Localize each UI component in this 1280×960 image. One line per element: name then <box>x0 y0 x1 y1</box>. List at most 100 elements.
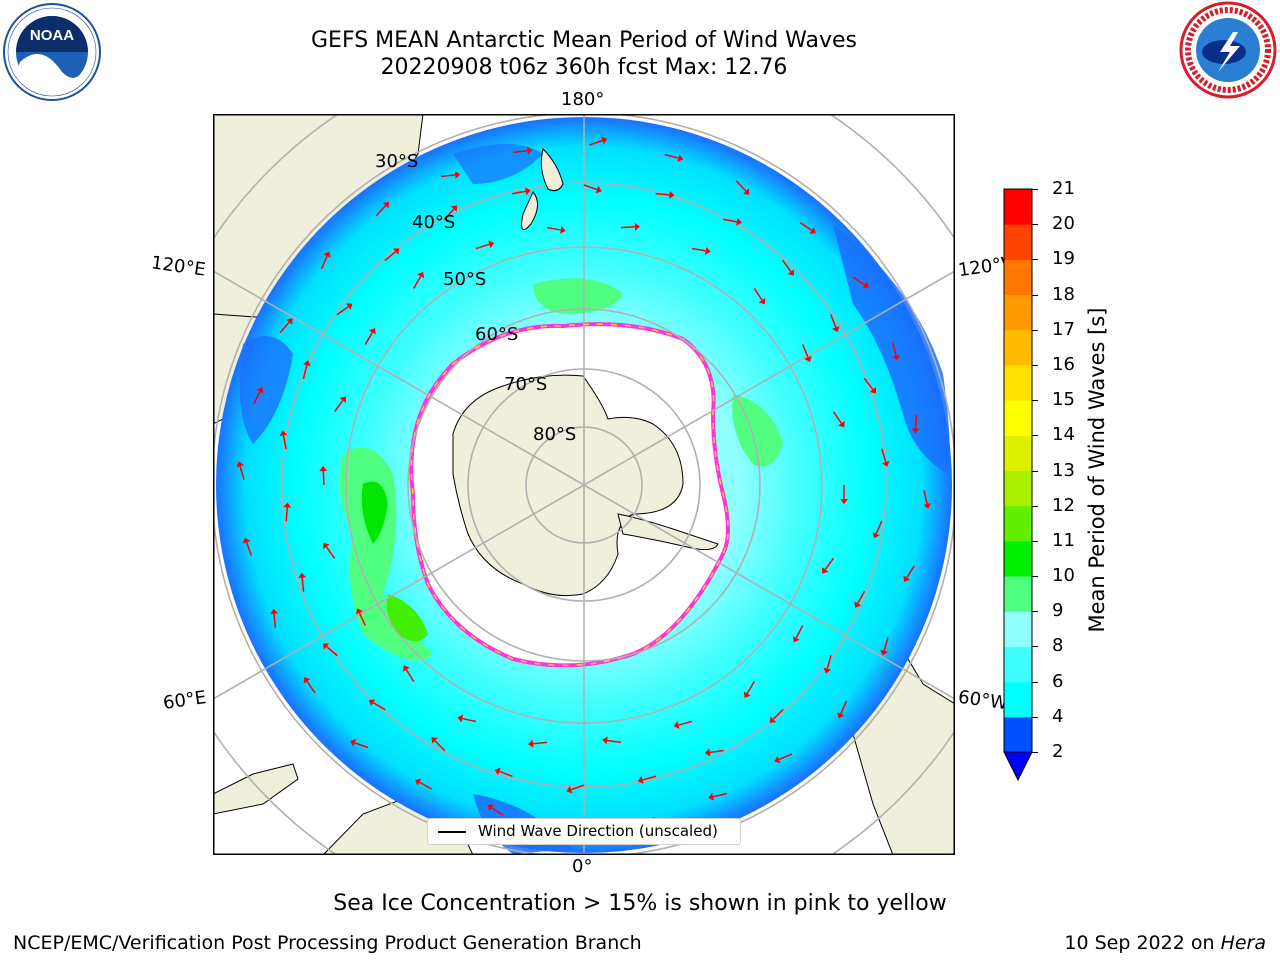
wind-wave-arrow-head <box>903 575 911 582</box>
colorbar-segment <box>1004 576 1032 612</box>
colorbar-tick-label: 18 <box>1052 283 1075 305</box>
wind-wave-arrow <box>325 546 336 559</box>
colorbar-tick-label: 20 <box>1052 213 1075 235</box>
wind-wave-arrow-head <box>854 601 862 608</box>
colorbar-segment <box>1004 470 1032 507</box>
wind-wave-arrow <box>824 557 835 570</box>
colorbar-segment <box>1004 611 1032 647</box>
wind-wave-arrow <box>320 255 328 270</box>
wind-wave-arrow-head <box>832 325 840 333</box>
wind-wave-arrow-head <box>393 248 400 255</box>
wind-wave-arrow-head <box>823 667 832 674</box>
wind-wave-arrow <box>723 218 738 223</box>
wind-wave-arrow <box>513 149 528 154</box>
wind-wave-arrow-head <box>525 187 531 196</box>
lon-label-0: 0° <box>572 856 593 877</box>
wind-wave-arrow-head <box>637 776 644 784</box>
wind-wave-arrow <box>772 708 784 720</box>
wind-wave-arrow-head <box>911 428 920 434</box>
noaa-logo: NOAA <box>2 2 102 102</box>
wind-wave-arrow-head <box>345 303 353 310</box>
wind-wave-arrow <box>863 377 874 390</box>
lat-label-50s: 50°S <box>443 269 487 290</box>
colorbar-segment <box>1004 329 1032 366</box>
colorbar-segment <box>1004 681 1032 718</box>
wind-wave-arrow-head <box>804 355 812 363</box>
wind-wave-arrow <box>302 365 308 380</box>
wind-wave-arrow <box>906 565 915 579</box>
wind-wave-arrow-head <box>339 396 347 403</box>
wind-wave-arrow-head <box>566 785 573 794</box>
wind-wave-arrow-head <box>528 739 534 748</box>
wind-wave-arrow <box>620 226 636 229</box>
map-panel <box>213 114 955 855</box>
mid-period-patch-north <box>533 278 623 314</box>
footer-date-text: 10 Sep 2022 on <box>1064 932 1215 954</box>
wind-wave-arrow <box>384 251 397 262</box>
colorbar-segment <box>1004 505 1032 542</box>
colorbar-tick-label: 19 <box>1052 248 1075 270</box>
wind-wave-arrow-head <box>743 188 750 195</box>
wind-wave-arrow-head <box>349 739 357 747</box>
wind-wave-arrow-head <box>809 227 816 234</box>
wind-wave-arrow <box>443 208 455 220</box>
colorbar-tick-label: 2 <box>1052 741 1064 762</box>
graticule <box>213 114 955 855</box>
wind-wave-arrow-head <box>488 240 495 249</box>
wind-wave-arrow <box>354 742 369 749</box>
wind-wave-arrow <box>832 411 843 424</box>
wind-wave-arrow <box>891 342 897 356</box>
wind-wave-arrow-head <box>242 537 251 544</box>
wind-wave-arrow <box>802 344 809 358</box>
colorbar-segment <box>1004 400 1032 436</box>
wind-wave-arrow-head <box>595 185 602 194</box>
sea-ice-note: Sea Ice Concentration > 15% is shown in … <box>333 891 947 916</box>
wind-wave-arrow <box>279 321 290 334</box>
colorbar-tick-mark <box>1032 224 1038 226</box>
land-new-zealand <box>521 148 564 231</box>
footer-credit: NCEP/EMC/Verification Post Processing Pr… <box>13 932 642 954</box>
colorbar-tick-label: 8 <box>1052 635 1064 657</box>
wind-wave-arrow <box>375 205 387 217</box>
wind-wave-arrow <box>532 741 548 745</box>
wind-wave-arrow-head <box>774 755 781 764</box>
wind-wave-arrow <box>691 247 706 252</box>
wind-wave-arrow <box>746 681 755 694</box>
wind-wave-arrows <box>236 136 932 831</box>
colorbar-tick-mark <box>1032 259 1038 261</box>
wind-wave-arrow <box>642 775 657 781</box>
wind-wave-arrow-head <box>837 712 845 719</box>
colorbar-tick-mark <box>1032 400 1038 402</box>
colorbar-tick-mark <box>1032 505 1038 507</box>
wind-wave-arrow <box>273 613 277 628</box>
wind-wave-arrow <box>589 139 603 146</box>
land-madagascar <box>213 763 299 815</box>
colorbar-tick-label: 6 <box>1052 670 1064 692</box>
wind-wave-arrow <box>336 305 349 316</box>
wind-wave-arrow-head <box>769 716 777 723</box>
colorbar-tick-mark <box>1032 611 1038 613</box>
wind-wave-arrow-head <box>283 502 292 508</box>
noaa-logo-text: NOAA <box>30 27 74 44</box>
wind-wave-arrow-head <box>787 269 795 276</box>
high-period-patch-west <box>361 481 388 544</box>
colorbar-segment <box>1004 364 1032 401</box>
wind-wave-arrow-head <box>417 271 425 279</box>
lat-label-80s: 80°S <box>533 424 577 445</box>
wind-wave-arrow-head <box>431 737 438 744</box>
wind-wave-arrow-head <box>708 792 714 801</box>
colorbar-tick-mark <box>1032 364 1038 366</box>
wind-wave-arrow <box>826 655 832 669</box>
wind-wave-arrow <box>285 507 288 522</box>
wind-wave-arrow <box>333 400 344 413</box>
wind-wave-arrow-head <box>415 778 422 786</box>
map-frame <box>213 114 955 855</box>
colorbar <box>1003 188 1033 782</box>
wind-wave-arrow <box>712 792 727 798</box>
lat-label-40s: 40°S <box>412 212 456 233</box>
wind-wave-arrow-head <box>487 804 494 811</box>
colorbar-tick-mark <box>1032 294 1038 296</box>
wind-wave-arrow <box>875 520 883 535</box>
colorbar-tick-label: 16 <box>1052 353 1075 375</box>
colorbar-tick-mark <box>1032 646 1038 648</box>
